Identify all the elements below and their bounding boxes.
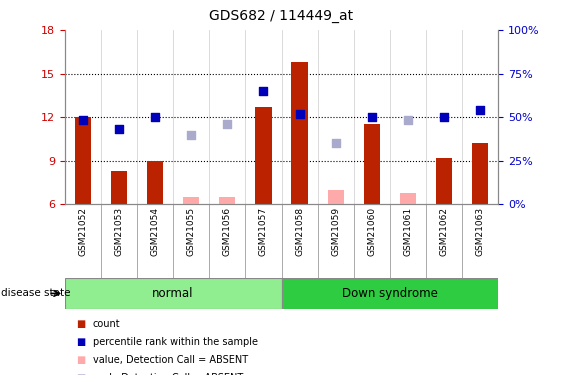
Bar bbox=[282, 278, 498, 309]
Bar bbox=[75, 117, 91, 204]
Point bbox=[331, 140, 340, 146]
Bar bbox=[436, 158, 452, 204]
Point bbox=[259, 88, 268, 94]
Point bbox=[440, 114, 449, 120]
Text: rank, Detection Call = ABSENT: rank, Detection Call = ABSENT bbox=[93, 374, 243, 375]
Text: ■: ■ bbox=[76, 374, 85, 375]
Text: Down syndrome: Down syndrome bbox=[342, 287, 438, 300]
Text: normal: normal bbox=[153, 287, 194, 300]
Point bbox=[404, 117, 413, 123]
Bar bbox=[472, 143, 488, 204]
Point bbox=[187, 132, 196, 138]
Bar bbox=[400, 193, 416, 204]
Text: percentile rank within the sample: percentile rank within the sample bbox=[93, 338, 258, 347]
Point bbox=[476, 107, 485, 113]
Text: value, Detection Call = ABSENT: value, Detection Call = ABSENT bbox=[93, 356, 248, 365]
Text: GDS682 / 114449_at: GDS682 / 114449_at bbox=[209, 9, 354, 23]
Bar bbox=[219, 197, 235, 204]
Text: ■: ■ bbox=[76, 356, 85, 365]
Bar bbox=[147, 161, 163, 204]
Text: ■: ■ bbox=[76, 320, 85, 329]
Bar bbox=[364, 124, 380, 204]
Bar bbox=[292, 62, 308, 204]
Point bbox=[114, 126, 123, 132]
Text: ■: ■ bbox=[76, 338, 85, 347]
Bar bbox=[65, 278, 282, 309]
Bar bbox=[328, 190, 344, 204]
Bar bbox=[255, 107, 271, 204]
Point bbox=[78, 117, 87, 123]
Text: count: count bbox=[93, 320, 120, 329]
Point bbox=[150, 114, 159, 120]
Bar bbox=[183, 197, 199, 204]
Point bbox=[367, 114, 376, 120]
Point bbox=[295, 111, 304, 117]
Point bbox=[223, 122, 232, 128]
Text: disease state: disease state bbox=[1, 288, 70, 298]
Bar bbox=[111, 171, 127, 204]
